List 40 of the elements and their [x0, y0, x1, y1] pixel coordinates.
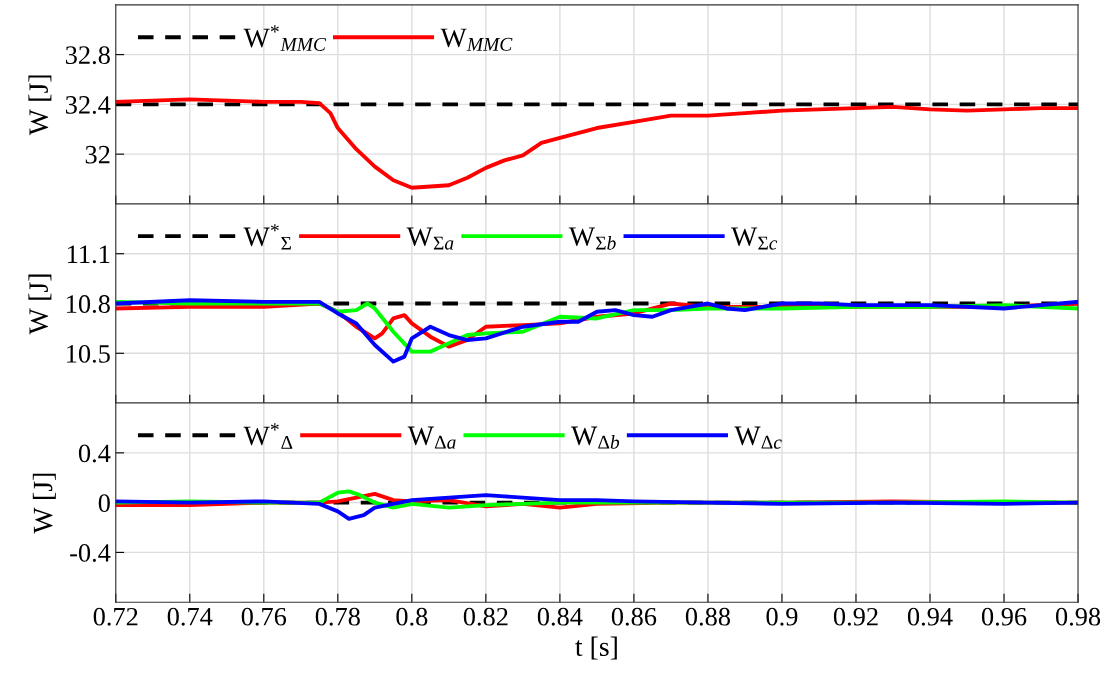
y-axis-title: W [J]	[28, 274, 52, 335]
legend-label: W$^{*}$$_{MMC}$	[243, 25, 327, 51]
y-axis-title: W [J]	[28, 75, 52, 136]
x-tick-label: 0.9	[766, 607, 798, 626]
y-tick-label: 10.5	[67, 344, 110, 363]
legend-label: W$^{*}$$_{Σ}$	[243, 224, 291, 250]
y-axis-title: W [J]	[32, 473, 56, 534]
legend-label: W$_{Σb}$	[568, 227, 616, 250]
x-tick-label: 0.84	[537, 607, 583, 626]
legend-label: W$_{Σa}$	[406, 227, 454, 250]
y-tick-label: 11.1	[68, 245, 110, 264]
x-tick-label: 0.78	[315, 607, 360, 626]
y-tick-label: 32.4	[65, 96, 111, 114]
x-tick-label: 0.8	[396, 607, 428, 626]
x-tick-label: 0.98	[1055, 607, 1101, 626]
x-tick-label: 0.74	[167, 607, 213, 626]
line-series	[115, 298, 1079, 364]
y-tick-label: -0.4	[70, 544, 111, 562]
legend-label: W$_{Δb}$	[571, 426, 620, 449]
line-series	[115, 493, 1079, 521]
x-tick-label: 0.96	[981, 607, 1027, 626]
y-tick-label: 0	[98, 494, 110, 513]
legend-label: W$_{MMC}$	[440, 28, 513, 51]
x-tick-label: 0.86	[611, 607, 657, 626]
y-tick-label: 32	[85, 145, 110, 164]
legend-label: W$_{Δa}$	[407, 426, 456, 449]
x-tick-label: 0.92	[833, 607, 878, 626]
x-tick-label: 0.94	[907, 607, 953, 626]
y-tick-label: 10.8	[67, 295, 110, 314]
x-tick-label: 0.82	[463, 607, 508, 626]
x-tick-label: 0.72	[93, 607, 138, 626]
legend-label: W$_{Δc}$	[734, 426, 782, 449]
x-tick-label: 0.88	[685, 607, 731, 626]
x-axis-title: t [s]	[575, 636, 617, 660]
y-tick-label: 0.4	[78, 444, 111, 463]
legend-label: W$_{Σc}$	[731, 227, 778, 250]
x-tick-label: 0.76	[241, 607, 287, 626]
y-tick-label: 32.8	[65, 46, 110, 65]
line-series	[115, 97, 1079, 190]
legend-label: W$^{*}$$_{Δ}$	[243, 423, 293, 449]
